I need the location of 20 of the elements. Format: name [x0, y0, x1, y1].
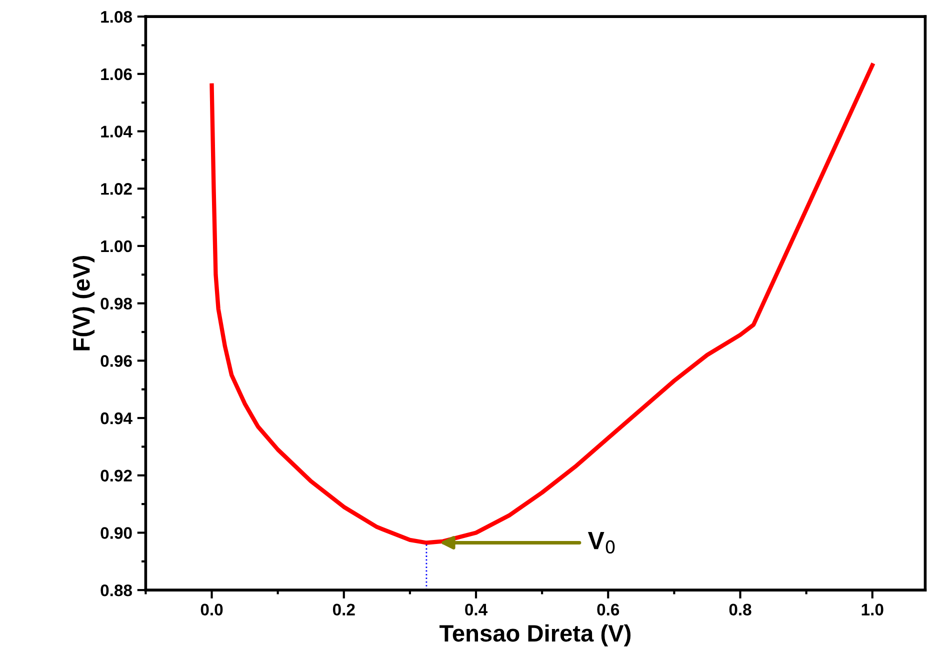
x-tick-label: 0.2 [332, 604, 355, 616]
y-tick-label: 0.88 [100, 584, 132, 596]
x-tick-label: 0.6 [597, 604, 620, 616]
y-tick-label: 1.02 [101, 183, 132, 195]
y-tick-label: 1.06 [101, 68, 132, 80]
x-axis-title: Tensao Direta (V) [440, 624, 631, 646]
y-tick-label: 0.96 [100, 355, 132, 367]
x-tick-label: 1.0 [862, 604, 884, 616]
annotation: V$_{0}$ [588, 532, 615, 554]
y-tick-label: 1.00 [101, 240, 132, 252]
x-tick-label: 0.0 [200, 604, 223, 616]
y-tick-label: 1.04 [101, 126, 132, 138]
y-tick-label: 1.08 [101, 10, 132, 23]
y-axis-title: F(V) (eV) [72, 256, 95, 350]
y-tick-label: 0.98 [100, 298, 132, 310]
y-tick-label: 0.92 [100, 470, 132, 482]
x-tick-label: 0.4 [465, 604, 488, 616]
x-tick-label: 0.8 [729, 604, 752, 616]
y-tick-label: 0.94 [100, 412, 132, 424]
y-tick-label: 0.90 [100, 527, 132, 539]
